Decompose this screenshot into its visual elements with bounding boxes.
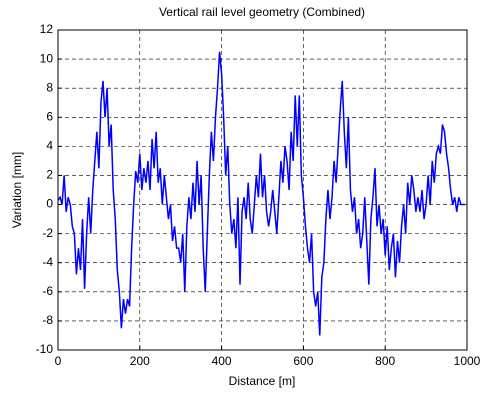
plot-frame [57, 29, 468, 351]
y-tick-label: 6 [46, 109, 53, 123]
x-axis-label: Distance [m] [229, 374, 296, 388]
x-tick-label: 800 [375, 354, 395, 368]
x-tick-label: 200 [130, 354, 150, 368]
y-tick-label: -8 [42, 313, 53, 327]
chart-title: Vertical rail level geometry (Combined) [159, 5, 365, 19]
x-tick-label: 400 [212, 354, 232, 368]
y-axis-label: Variation [mm] [10, 152, 24, 228]
y-tick-label: 8 [46, 80, 53, 94]
y-tick-label: 10 [40, 51, 54, 65]
y-tick-label: -4 [42, 255, 53, 269]
data-line [57, 51, 465, 336]
y-tick-label: 0 [46, 197, 53, 211]
x-tick-label: 1000 [454, 354, 481, 368]
y-tick-label: -2 [42, 226, 53, 240]
y-tick-label: 4 [46, 139, 53, 153]
y-tick-label: 2 [46, 168, 53, 182]
x-tick-label: 600 [293, 354, 313, 368]
y-tick-label: 12 [40, 22, 54, 36]
y-tick-label: -6 [42, 284, 53, 298]
y-tick-label: -10 [36, 342, 54, 356]
x-tick-label: 0 [55, 354, 62, 368]
